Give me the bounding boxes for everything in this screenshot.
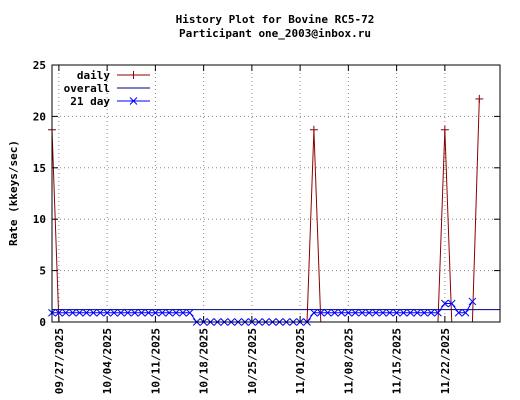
axes: 0 5 10 15 20 25 09/27/2025 10/04/2025 10/11/2025… [33,59,500,394]
series-21-day-point [420,308,429,317]
series-daily-point [309,125,318,134]
y-tick-label: 5 [39,265,46,278]
x-tick-label: 10/18/2025 [198,328,211,394]
chart-subtitle: Participant one_2003@inbox.ru [179,27,371,40]
series-21-day-point [82,308,91,317]
series-21-day-point [330,308,339,317]
y-tick-label: 15 [33,162,46,175]
series-daily-line [51,98,480,323]
series-21-day-point [172,308,180,317]
series-21-day-point [158,308,167,317]
series-21-day-point [427,308,435,317]
series-daily-point [440,125,449,134]
series-21-day-point [75,308,84,317]
series-21-day-point [68,308,77,317]
series-21-day-point [447,299,456,308]
x-tick-label: 10/25/2025 [246,328,259,394]
series-21-day-point [185,308,194,317]
series-21-day-point [413,308,422,317]
series-21-day-point [316,308,325,317]
legend-label: 21 day [70,95,110,108]
series-21-day-point [454,308,463,317]
x-tick-label: 09/27/2025 [53,328,66,394]
series-21-day-point [310,308,318,317]
series-21-day-point [337,308,346,317]
chart-title: History Plot for Bovine RC5-72 [176,13,375,26]
y-axis-label: Rate (kkeys/sec) [7,140,20,246]
series-21-day-point [110,308,118,317]
series-21-day-point [365,308,373,317]
series-21-day-point [89,308,98,317]
x-tick-label: 11/15/2025 [391,328,404,394]
series-21-day-point [344,308,353,317]
series-21-day-point [406,308,415,317]
series-21-day-point [123,308,132,317]
y-tick-label: 10 [33,213,46,226]
series-21-day-point [103,308,111,317]
series-21-day-point [434,308,442,317]
series-21-day-point [151,308,160,317]
series-21-day-point [117,308,125,317]
legend-marker [129,97,138,105]
series-21-day-point [137,308,146,317]
x-tick-label: 11/08/2025 [342,328,355,394]
series-21-day-point [144,308,153,317]
y-tick-label: 0 [39,316,46,329]
series-21-day-point [179,308,187,317]
series-21-day-point [61,308,70,317]
series-21-day-point [468,297,477,306]
series-daily-point [475,94,484,103]
series-21-day-point [55,308,63,317]
legend-label: overall [64,82,110,95]
series-21-day-point [323,308,332,317]
x-tick-label: 10/11/2025 [149,328,162,394]
series-21-day-point [130,308,139,317]
series-21-day-point [351,308,360,317]
series-21-day-point [165,308,174,317]
series-layer [48,94,500,326]
series-21-day-point [372,308,380,317]
y-tick-label: 20 [33,110,46,123]
legend-marker [129,71,138,79]
x-tick-label: 11/22/2025 [439,328,452,394]
legend-label: daily [77,69,110,82]
series-21-day-point [358,308,367,317]
y-tick-label: 25 [33,59,46,72]
x-tick-label: 11/01/2025 [294,328,307,394]
series-21-day-point [461,308,470,317]
grid [52,65,500,322]
series-21-day-point [441,299,449,308]
series-21-day-point [378,308,387,317]
series-21-day-point [385,308,394,317]
series-21-day-point [399,308,408,317]
x-tick-label: 10/04/2025 [101,328,114,394]
series-21-day-point [96,308,105,317]
series-21-day-point [392,308,401,317]
plot-frame [51,64,501,323]
